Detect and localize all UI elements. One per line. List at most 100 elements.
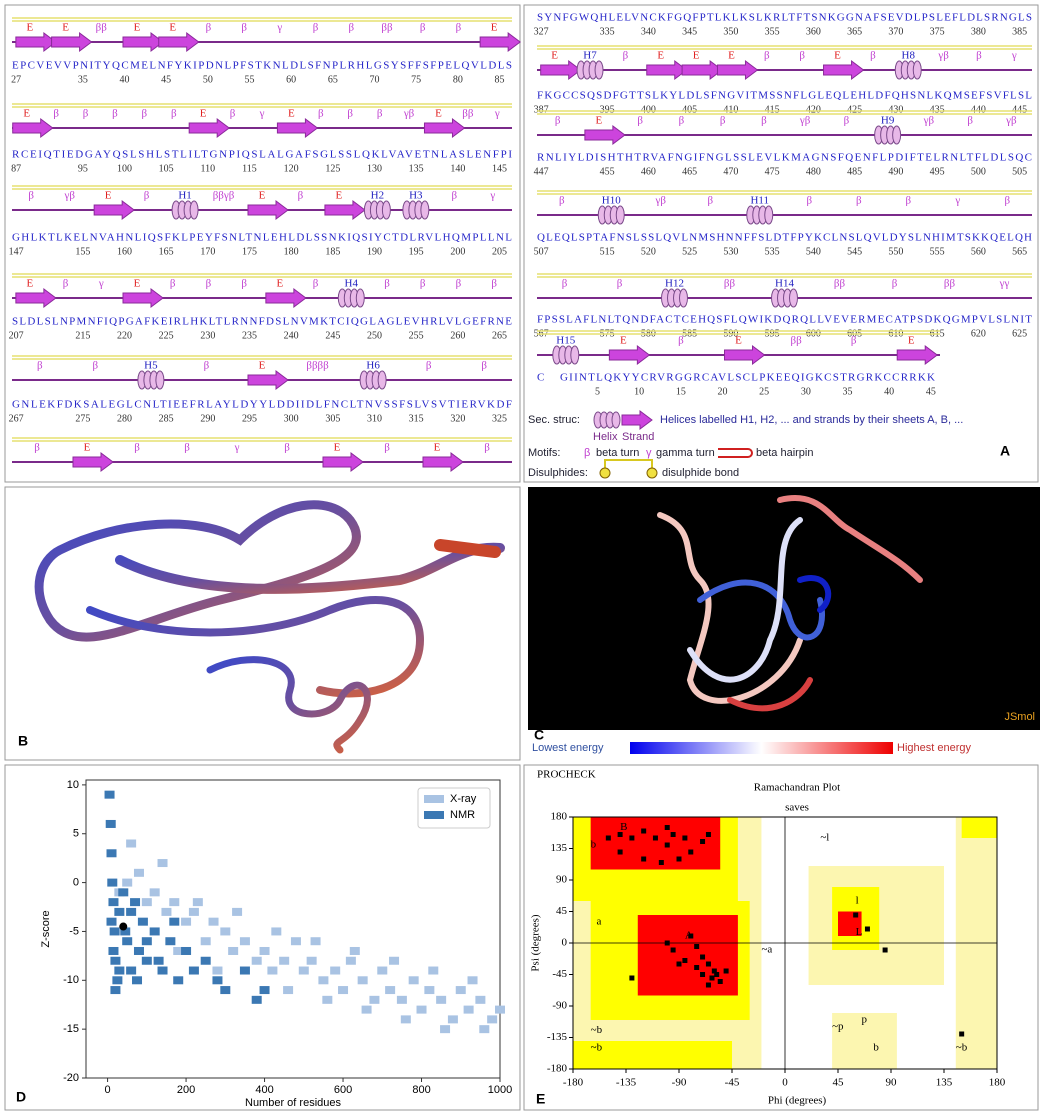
structure-annotation: γβ: [63, 190, 75, 202]
residue-number: 465: [682, 166, 697, 177]
structure-annotation: β: [384, 278, 390, 290]
structure-annotation: β: [559, 195, 565, 207]
strand-arrow: [188, 118, 231, 138]
residue-number: 440: [971, 104, 986, 115]
panel-letter: C: [534, 727, 544, 743]
residue-number: 207: [9, 330, 24, 341]
helix-turn: [892, 125, 902, 145]
residue-number: 315: [409, 413, 424, 424]
region-label: a: [597, 916, 602, 928]
point: [173, 946, 184, 955]
residue-number: 170: [200, 246, 215, 257]
structure-annotation: γ: [276, 22, 282, 34]
residue-point: [605, 835, 611, 841]
legend-text: beta turn: [596, 447, 639, 459]
residue-number: 380: [971, 26, 986, 37]
point: [169, 898, 180, 907]
region-label: ~p: [832, 1021, 844, 1033]
structure-annotation: E: [908, 335, 915, 347]
x-tick-label: 400: [255, 1084, 273, 1096]
residue-number: 15: [676, 386, 686, 397]
point: [161, 907, 172, 916]
structure-annotation: β: [456, 22, 462, 34]
point: [137, 917, 148, 926]
structure-annotation: E: [620, 335, 627, 347]
panel-a-left: [4, 4, 521, 483]
x-tick-label: -90: [672, 1077, 687, 1089]
residue-number: 520: [641, 246, 656, 257]
residue-number: 80: [453, 74, 463, 85]
residue-number: 45: [926, 386, 936, 397]
point: [169, 917, 180, 926]
legend-high: Highest energy: [897, 742, 971, 754]
structure-annotation: γ: [954, 195, 960, 207]
structure-annotation: E: [134, 278, 141, 290]
x-axis-title: Number of residues: [245, 1097, 341, 1109]
point: [408, 976, 419, 985]
residue-number: 295: [242, 413, 257, 424]
point: [440, 1025, 451, 1034]
ribbon-model: [34, 500, 505, 754]
residue-number: 625: [1012, 328, 1027, 339]
strand-arrow: [122, 288, 164, 308]
x-tick-label: 800: [412, 1084, 430, 1096]
point: [118, 888, 129, 897]
point: [192, 898, 203, 907]
program-label: PROCHECK: [537, 769, 596, 781]
structure-annotation: β: [384, 442, 390, 454]
structure-annotation: γβ: [1005, 115, 1017, 127]
residue-number: 505: [1012, 166, 1027, 177]
sequence: SLDLSLNPMNFIQPGAFKEIRLHKLTLRNNFDSLNVMKTC…: [12, 316, 512, 328]
structure-annotation: β: [617, 278, 623, 290]
region-label: ~a: [761, 944, 772, 956]
structure-annotation: β: [426, 360, 432, 372]
point: [436, 995, 447, 1004]
helix-turn: [377, 370, 387, 390]
structure-annotation: β: [241, 22, 247, 34]
structure-annotation: E: [551, 50, 558, 62]
point: [188, 966, 199, 975]
structure-annotation: β: [184, 442, 190, 454]
residue-number: 515: [600, 246, 615, 257]
point: [208, 917, 219, 926]
structure-annotation: β: [481, 360, 487, 372]
residue-number: 375: [930, 26, 945, 37]
structure-annotation: β: [892, 278, 898, 290]
region-label: B: [620, 821, 627, 833]
residue-number: 165: [159, 246, 174, 257]
strand-arrow: [681, 60, 723, 80]
point: [133, 946, 144, 955]
residue-number: 100: [117, 163, 132, 174]
residue-number: 120: [284, 163, 299, 174]
structure-annotation: H15: [556, 335, 575, 347]
structure-annotation: E: [259, 360, 266, 372]
point: [106, 917, 117, 926]
structure-annotation: β: [241, 278, 247, 290]
point: [133, 868, 144, 877]
structure-annotation: ββγβ: [213, 190, 235, 202]
structure-annotation: H14: [775, 278, 794, 290]
strand-arrow: [423, 118, 466, 138]
region: [832, 1013, 897, 1069]
residue-number: 275: [75, 413, 90, 424]
legend-text: Motifs:: [528, 447, 560, 459]
residue-number: 205: [492, 246, 507, 257]
structure-annotation: β: [313, 22, 319, 34]
structure-annotation: β: [170, 278, 176, 290]
residue-number: 370: [888, 26, 903, 37]
region: [590, 817, 721, 870]
legend-swatch: [424, 795, 444, 803]
region-label: p: [862, 1014, 868, 1026]
residue-number: 140: [450, 163, 465, 174]
strand-arrow: [540, 60, 582, 80]
legend-swatch: [424, 811, 444, 819]
legend-hairpin: [718, 448, 753, 458]
residue-number: 285: [159, 413, 174, 424]
helix-turn: [615, 205, 625, 225]
residue-number: 490: [888, 166, 903, 177]
structure-annotation: γβ: [655, 195, 667, 207]
y-tick-label: -135: [547, 1031, 568, 1043]
region-label: L: [856, 926, 863, 938]
structure-annotation: β: [720, 115, 726, 127]
point: [345, 956, 356, 965]
